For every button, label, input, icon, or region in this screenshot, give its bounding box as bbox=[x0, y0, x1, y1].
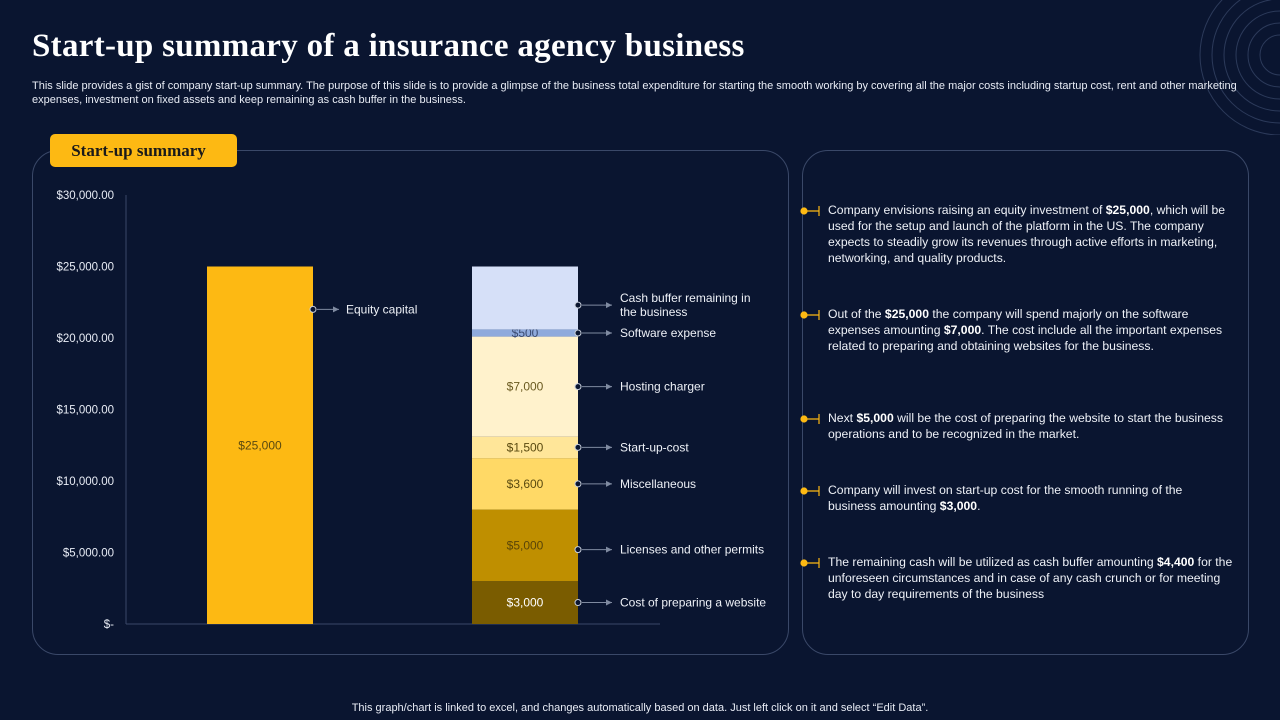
bullet-marker-icon bbox=[800, 558, 820, 568]
callout-label: Cost of preparing a website bbox=[620, 596, 766, 610]
bar-segment bbox=[472, 458, 578, 510]
note-segment: for the unforeseen circumstances and in … bbox=[828, 555, 1233, 601]
note-text: Company envisions raising an equity inve… bbox=[828, 202, 1233, 266]
bar-segment bbox=[472, 336, 578, 437]
y-tick-label: $5,000.00 bbox=[63, 548, 114, 560]
y-tick-label: $20,000.00 bbox=[56, 333, 114, 345]
callout-label: Licenses and other permits bbox=[620, 543, 764, 557]
data-label: $25,000 bbox=[238, 438, 282, 452]
bar-segment bbox=[472, 329, 578, 337]
callout-dot bbox=[574, 480, 582, 488]
bullet-marker-icon bbox=[800, 206, 820, 216]
y-tick-label: $15,000.00 bbox=[56, 405, 114, 417]
note-highlight: $25,000 bbox=[884, 307, 929, 321]
notes-panel bbox=[802, 150, 1249, 655]
callout-label: Cash buffer remaining in the business bbox=[620, 291, 751, 319]
callout-dot bbox=[574, 599, 582, 607]
bar-segment bbox=[472, 266, 578, 330]
bullet-marker-icon bbox=[800, 486, 820, 496]
bullet-marker-icon bbox=[800, 414, 820, 424]
callout-dot bbox=[309, 305, 317, 313]
page-description: This slide provides a gist of company st… bbox=[32, 80, 1237, 106]
note-highlight: $4,400 bbox=[1157, 555, 1195, 569]
footer-note: This graph/chart is linked to excel, and… bbox=[351, 702, 929, 714]
note-highlight: $5,000 bbox=[856, 411, 894, 425]
data-label: $3,000 bbox=[507, 596, 544, 610]
callout-dot bbox=[574, 301, 582, 309]
decorative-circles bbox=[1199, 0, 1280, 135]
bar-segment bbox=[472, 581, 578, 624]
y-tick-label: $25,000.00 bbox=[56, 262, 114, 274]
bar-segment bbox=[472, 436, 578, 459]
note-text: Next $5,000 will be the cost of preparin… bbox=[828, 410, 1233, 442]
callout-label: Miscellaneous bbox=[620, 477, 696, 491]
data-label: $3,600 bbox=[507, 477, 544, 491]
callout-label-line: Cash buffer remaining in bbox=[620, 291, 751, 305]
note-text: Company will invest on start-up cost for… bbox=[828, 482, 1233, 514]
bar-segment bbox=[207, 266, 313, 624]
note-segment: The remaining cash will be utilized as c… bbox=[828, 555, 1158, 569]
callout-dot bbox=[574, 383, 582, 391]
page-title: Start-up summary of a insurance agency b… bbox=[32, 28, 745, 64]
note-segment: Next bbox=[828, 411, 857, 425]
note-highlight: $3,000 bbox=[939, 499, 978, 513]
callout-dot bbox=[574, 443, 582, 451]
callout-dot bbox=[574, 329, 582, 337]
callout-label: Software expense bbox=[620, 326, 716, 340]
section-badge: Start-up summary bbox=[50, 134, 237, 167]
note-segment: Out of the bbox=[828, 307, 885, 321]
callout-label-line: the business bbox=[620, 305, 687, 319]
note-text: Out of the $25,000 the company will spen… bbox=[828, 306, 1233, 354]
note-segment: will be the cost of preparing the websit… bbox=[828, 411, 1223, 441]
note-segment: , which will be used for the setup and l… bbox=[828, 203, 1225, 265]
y-tick-label: $- bbox=[104, 619, 114, 631]
y-tick-label: $30,000.00 bbox=[56, 190, 114, 202]
bullet-marker-icon bbox=[800, 310, 820, 320]
callout-label: Hosting charger bbox=[620, 380, 705, 394]
callout-label: Equity capital bbox=[346, 302, 417, 316]
callout-dot bbox=[574, 546, 582, 554]
data-label: $1,500 bbox=[507, 440, 544, 454]
note-segment: . The cost include all the important exp… bbox=[828, 323, 1223, 353]
note-segment: Company envisions raising an equity inve… bbox=[828, 203, 1106, 217]
note-segment: . bbox=[977, 499, 981, 513]
callout-label: Start-up-cost bbox=[620, 440, 689, 454]
chart-panel bbox=[32, 150, 789, 655]
y-tick-label: $10,000.00 bbox=[56, 476, 114, 488]
note-segment: Company will invest on start-up cost for… bbox=[828, 483, 1183, 513]
bar-segment bbox=[472, 509, 578, 582]
note-segment: the company will spend majorly on the so… bbox=[828, 307, 1189, 337]
note-highlight: $25,000 bbox=[1105, 203, 1150, 217]
data-label: $5,000 bbox=[507, 538, 544, 552]
data-label: $500 bbox=[512, 326, 539, 340]
note-text: The remaining cash will be utilized as c… bbox=[828, 554, 1233, 602]
note-highlight: $7,000 bbox=[943, 323, 982, 337]
data-label: $7,000 bbox=[507, 380, 544, 394]
startup-summary-chart[interactable]: $- $5,000.00 $10,000.00 $15,000.00 $20,000.0… bbox=[40, 180, 780, 640]
